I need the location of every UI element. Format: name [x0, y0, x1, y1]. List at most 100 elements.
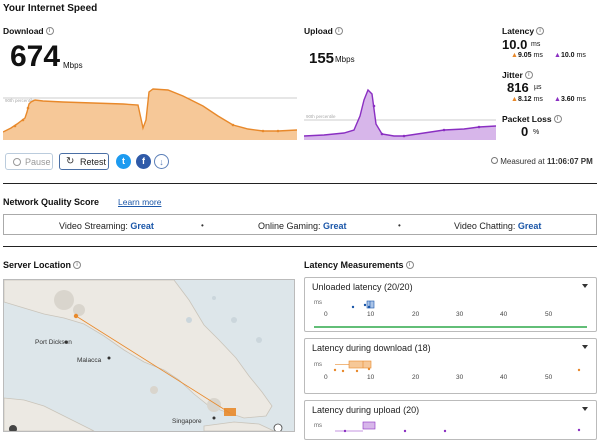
tick-label: 30	[456, 374, 464, 381]
download-arrow-icon: ▲	[511, 52, 518, 59]
unit-label: ms	[314, 362, 322, 368]
download-percentile-label: 90th percentile	[5, 98, 35, 103]
nq-label: Online Gaming:	[258, 221, 321, 231]
download-icon[interactable]: ↓	[154, 154, 169, 169]
info-icon[interactable]: i	[73, 261, 82, 269]
land-islands	[203, 421, 275, 431]
download-line	[3, 88, 297, 133]
server-map[interactable]: Port Dickson Malacca Singapore	[3, 279, 295, 432]
jitter-value: 816	[507, 80, 529, 95]
jitter-up-unit: ms	[576, 96, 586, 103]
place-label: Malacca	[77, 357, 102, 364]
learn-more-link[interactable]: Learn more	[118, 197, 162, 207]
nq-video-streaming: Video Streaming: Great	[59, 221, 154, 231]
latency-up-unit: ms	[576, 52, 586, 59]
latency-up-value: 10.0	[560, 52, 575, 59]
unloaded-latency-panel[interactable]: Unloaded latency (20/20) ms 0 10 20 30 4…	[304, 277, 597, 332]
twitter-icon[interactable]: t	[116, 154, 131, 169]
upload-latency-plot	[335, 421, 581, 433]
packet-loss-unit: %	[533, 129, 540, 136]
latency-label: Latency i	[502, 26, 545, 36]
info-icon[interactable]: i	[334, 27, 343, 35]
route-line	[75, 315, 231, 414]
upload-latency-panel[interactable]: Latency during upload (20) ms	[304, 400, 597, 440]
pause-button[interactable]: Pause	[5, 153, 53, 170]
upload-area	[304, 90, 496, 140]
info-icon[interactable]: i	[45, 27, 54, 35]
map-info-icon	[273, 423, 283, 431]
upload-label-text: Upload	[304, 26, 333, 36]
jitter-upload: ▲3.60 ms	[554, 96, 586, 103]
tick-label: 20	[412, 311, 420, 318]
latency-measurements-text: Latency Measurements	[304, 260, 404, 270]
measured-time: 11:06:07 PM	[546, 157, 593, 166]
info-icon[interactable]: i	[524, 71, 533, 79]
jitter-label-text: Jitter	[502, 70, 523, 80]
latency-measurements-title: Latency Measurements i	[304, 260, 414, 270]
packet-loss-value: 0	[521, 124, 529, 139]
latency-down-unit: ms	[533, 52, 543, 59]
jitter-label: Jitter i	[502, 70, 533, 80]
tick-label: 10	[367, 311, 375, 318]
network-quality-title: Network Quality Score	[3, 197, 100, 207]
upload-chart: 90th percentile	[304, 88, 496, 140]
tick-label: 20	[412, 374, 420, 381]
tick-label: 0	[324, 374, 328, 381]
divider	[3, 183, 597, 184]
jitter-down-unit: ms	[533, 96, 543, 103]
chevron-down-icon[interactable]	[582, 345, 588, 349]
land-sumatra	[4, 397, 95, 431]
tick-label: 10	[367, 374, 375, 381]
chevron-down-icon[interactable]	[582, 407, 588, 411]
panel-title: Latency during upload (20)	[312, 405, 420, 415]
info-icon[interactable]: i	[405, 261, 414, 269]
tick-label: 50	[545, 311, 553, 318]
latency-upload: ▲10.0 ms	[554, 52, 586, 59]
nq-online-gaming: Online Gaming: Great	[258, 221, 347, 231]
latency-value: 10.0	[502, 37, 528, 52]
place-label: Port Dickson	[35, 339, 72, 346]
latency-unit: ms	[531, 41, 541, 48]
nq-value: Great	[323, 221, 347, 231]
upload-percentile-label: 90th percentile	[306, 114, 336, 119]
nq-value: Great	[517, 221, 542, 231]
panel-title: Unloaded latency (20/20)	[312, 282, 413, 292]
pause-label: Pause	[25, 157, 51, 167]
upload-label: Upload i	[304, 26, 343, 36]
info-icon[interactable]: i	[553, 115, 562, 123]
jitter-unit: µs	[534, 84, 542, 91]
tick-label: 0	[324, 311, 328, 318]
jitter-download: ▲8.12 ms	[511, 96, 543, 103]
place-label: Singapore	[172, 418, 202, 425]
download-latency-panel[interactable]: Latency during download (18) ms 0 10 20 …	[304, 338, 597, 394]
tick-label: 40	[500, 311, 508, 318]
pause-icon	[13, 158, 21, 166]
client-marker	[73, 313, 79, 319]
divider	[3, 246, 597, 247]
download-arrow-icon: ▲	[511, 96, 518, 103]
download-area	[3, 89, 297, 140]
chevron-down-icon[interactable]	[582, 284, 588, 288]
upload-line	[304, 88, 496, 137]
facebook-icon[interactable]: f	[136, 154, 151, 169]
latency-label-text: Latency	[502, 26, 535, 36]
mapbox-logo	[9, 425, 17, 431]
server-marker	[224, 408, 236, 416]
download-latency-plot	[333, 360, 581, 373]
upload-value: 155	[309, 50, 335, 67]
download-label: Download i	[3, 26, 54, 36]
panel-title: Latency during download (18)	[312, 343, 431, 353]
info-icon[interactable]: i	[536, 27, 545, 35]
retest-label: Retest	[80, 157, 107, 167]
tick-label: 50	[545, 374, 553, 381]
measured-at: Measured at 11:06:07 PM	[491, 157, 593, 166]
separator-dot: •	[398, 221, 401, 230]
server-location-text: Server Location	[3, 260, 72, 270]
retest-button[interactable]: ↻ Retest	[59, 153, 109, 170]
download-chart: 90th percentile	[3, 88, 297, 140]
nq-label: Video Streaming:	[59, 221, 128, 231]
unit-label: ms	[314, 300, 322, 306]
upload-unit: Mbps	[335, 55, 355, 64]
measured-prefix: Measured at	[500, 157, 545, 166]
latency-download: ▲9.05 ms	[511, 52, 543, 59]
